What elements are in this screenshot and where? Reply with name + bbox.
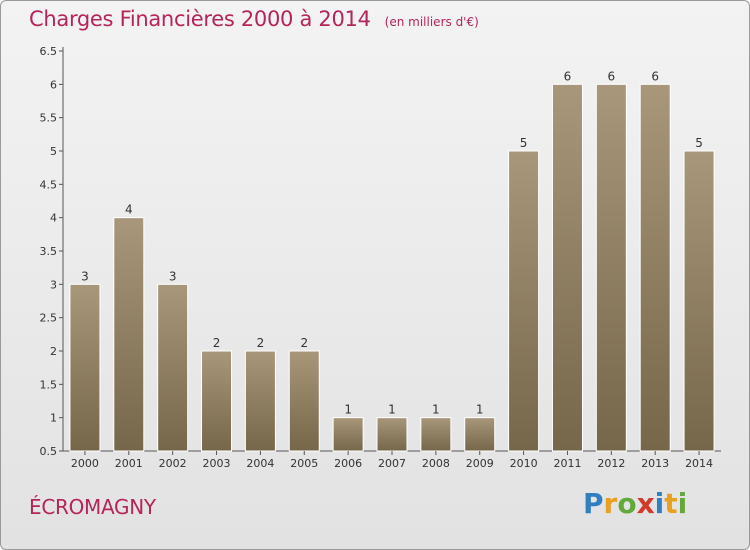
x-tick-label: 2013 <box>641 457 669 470</box>
chart-subtitle: (en milliers d'€) <box>384 15 479 29</box>
bar-value-label: 6 <box>564 69 572 83</box>
bar-value-label: 4 <box>125 203 133 217</box>
x-tick-label: 2005 <box>290 457 318 470</box>
bar <box>244 350 276 452</box>
bar-value-label: 6 <box>651 69 659 83</box>
logo-letter: x <box>636 487 655 520</box>
bar-value-label: 3 <box>81 269 89 283</box>
logo-letter: o <box>617 487 637 520</box>
bar <box>508 150 540 452</box>
y-tick-label: 0.5 <box>40 445 58 458</box>
x-tick-label: 2011 <box>553 457 581 470</box>
y-tick-label: 3.5 <box>40 245 58 258</box>
bar <box>288 350 320 452</box>
bar-value-label: 2 <box>257 336 265 350</box>
logo-letter: P <box>583 487 604 520</box>
y-tick-label: 4.5 <box>40 178 58 191</box>
x-tick-label: 2002 <box>159 457 187 470</box>
y-tick-label: 2 <box>50 345 57 358</box>
logo-letter: i <box>654 487 665 520</box>
bar <box>157 283 189 452</box>
bar-value-label: 1 <box>388 403 396 417</box>
bar <box>332 417 364 452</box>
y-tick-label: 4 <box>50 212 57 225</box>
bar <box>595 83 627 452</box>
bar <box>639 83 671 452</box>
y-tick-label: 5 <box>50 145 57 158</box>
y-tick-label: 6 <box>50 78 57 91</box>
y-tick-label: 2.5 <box>40 312 58 325</box>
y-tick-label: 5.5 <box>40 112 58 125</box>
bar-value-label: 6 <box>608 69 616 83</box>
title-row: Charges Financières 2000 à 2014 (en milli… <box>29 7 479 31</box>
bar-value-label: 2 <box>213 336 221 350</box>
bar <box>113 217 145 452</box>
bar <box>551 83 583 452</box>
x-tick-label: 2003 <box>203 457 231 470</box>
x-tick-label: 2004 <box>246 457 274 470</box>
bar-value-label: 5 <box>520 136 528 150</box>
y-tick-label: 1 <box>50 412 57 425</box>
bar-value-label: 1 <box>432 403 440 417</box>
bar-value-label: 2 <box>300 336 308 350</box>
bar-value-label: 1 <box>344 403 352 417</box>
x-tick-label: 2006 <box>334 457 362 470</box>
x-tick-label: 2012 <box>597 457 625 470</box>
commune-name: ÉCROMAGNY <box>29 495 156 519</box>
bar <box>683 150 715 452</box>
bar <box>420 417 452 452</box>
x-tick-label: 2007 <box>378 457 406 470</box>
bar-value-label: 3 <box>169 269 177 283</box>
x-tick-label: 2014 <box>685 457 713 470</box>
logo-letter: t <box>664 487 678 520</box>
logo-letter: r <box>603 487 618 520</box>
y-tick-label: 3 <box>50 278 57 291</box>
x-tick-label: 2000 <box>71 457 99 470</box>
x-tick-label: 2009 <box>466 457 494 470</box>
bar-value-label: 1 <box>476 403 484 417</box>
y-tick-label: 6.5 <box>40 45 58 58</box>
bar <box>464 417 496 452</box>
bar <box>376 417 408 452</box>
x-tick-label: 2001 <box>115 457 143 470</box>
logo-letter: i <box>677 487 688 520</box>
bar <box>69 283 101 452</box>
bar-value-label: 5 <box>695 136 703 150</box>
chart-title: Charges Financières 2000 à 2014 <box>29 7 371 31</box>
x-tick-label: 2008 <box>422 457 450 470</box>
bar <box>201 350 233 452</box>
proxiti-logo: Proxiti <box>583 487 687 520</box>
y-tick-label: 1.5 <box>40 378 58 391</box>
x-tick-label: 2010 <box>510 457 538 470</box>
